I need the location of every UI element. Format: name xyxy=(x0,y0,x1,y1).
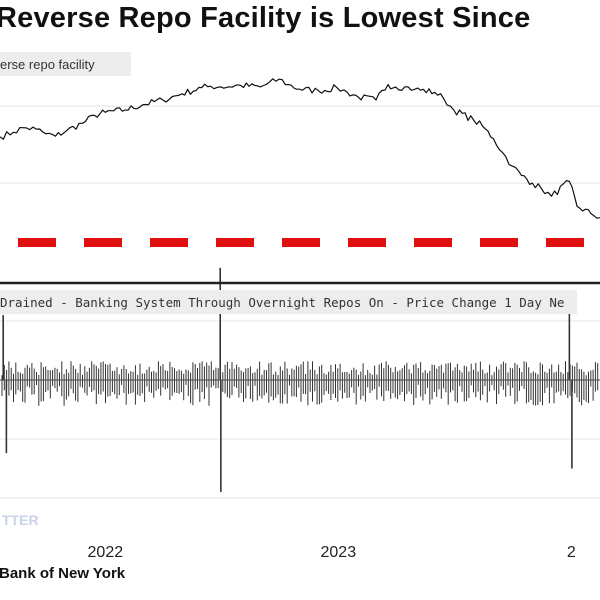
x-tick-label: 2 xyxy=(567,544,576,561)
bottom-panel-label-box xyxy=(0,290,577,314)
top-panel-label-box xyxy=(0,52,131,76)
reverse-repo-line xyxy=(0,78,600,219)
x-tick-label: 2022 xyxy=(88,544,124,561)
top-panel-series xyxy=(0,78,600,247)
top-panel-grid xyxy=(0,105,600,184)
chart-title: Reverse Repo Facility is Lowest Since xyxy=(0,2,531,34)
bottom-panel-label: Drained - Banking System Through Overnig… xyxy=(0,295,564,310)
watermark: TTER xyxy=(2,512,39,528)
x-tick-label: 2023 xyxy=(321,544,357,561)
source-footer: Bank of New York xyxy=(0,565,126,582)
top-panel-label: erse repo facility xyxy=(0,57,95,72)
x-axis-ticks: 2022 2023 2 xyxy=(88,544,576,561)
bottom-panel-grid xyxy=(0,320,600,499)
bottom-panel-bars xyxy=(1,267,599,493)
